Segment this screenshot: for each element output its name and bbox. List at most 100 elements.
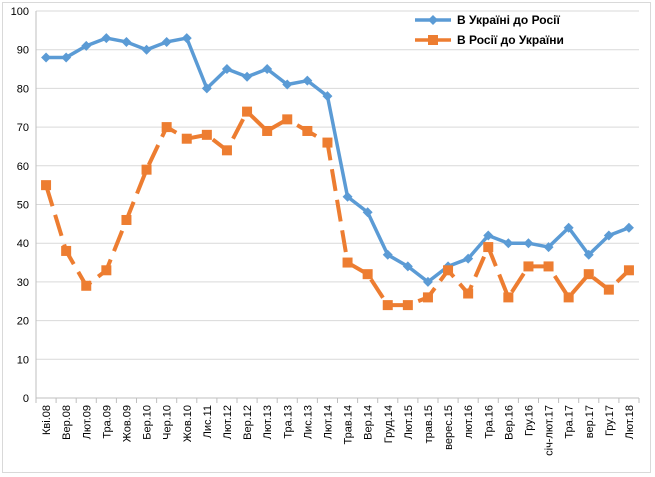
x-tick-label: Груд.14 — [383, 405, 395, 443]
data-point — [463, 288, 474, 299]
data-point — [41, 180, 52, 191]
data-point — [583, 249, 594, 260]
data-point — [503, 292, 514, 303]
x-tick-label: Лют.09 — [81, 405, 93, 439]
data-point — [623, 222, 634, 233]
chart-container: 0 10 20 30 40 50 60 70 80 90 100 Кві.08 Вер.08 Лют.0… — [2, 2, 651, 473]
x-tick-label: Тра.09 — [101, 405, 113, 439]
x-tick-label: Кві.08 — [41, 405, 53, 435]
axes — [35, 11, 640, 403]
x-tick-label: трав.15 — [423, 405, 435, 443]
y-tick-label: 60 — [17, 161, 29, 173]
data-point — [463, 253, 474, 264]
x-tick-label: Тра.17 — [564, 405, 576, 439]
data-point — [41, 52, 52, 63]
data-point — [563, 292, 574, 303]
y-tick-label: 30 — [17, 277, 29, 289]
data-point — [523, 261, 534, 272]
x-tick-label: Лют.15 — [403, 405, 415, 439]
y-tick-label: 100 — [11, 6, 29, 18]
x-tick-labels: Кві.08 Вер.08 Лют.09 Тра.09 Жов.09 Бер.10 Чер.… — [41, 405, 636, 456]
x-tick-label: Гру.17 — [604, 405, 616, 436]
data-point — [583, 269, 594, 280]
y-tick-label: 10 — [17, 354, 29, 366]
data-point — [221, 145, 232, 156]
data-point — [603, 230, 614, 241]
data-point — [402, 300, 413, 311]
x-tick-label: вер.17 — [584, 405, 596, 438]
x-tick-label: Вер.08 — [61, 405, 73, 440]
data-point — [201, 83, 212, 94]
data-point — [181, 33, 192, 44]
data-point — [623, 265, 634, 276]
data-point — [402, 261, 413, 272]
data-point — [242, 106, 253, 117]
data-point — [603, 284, 614, 295]
data-point — [121, 36, 132, 47]
data-point — [141, 164, 152, 175]
legend-label: В Росії до України — [457, 33, 564, 47]
data-point — [201, 129, 212, 140]
data-point — [81, 280, 92, 291]
data-point — [121, 214, 132, 225]
x-tick-label: Бер.10 — [142, 405, 154, 440]
x-tick-label: Лис.11 — [202, 405, 214, 438]
x-tick-label: Лют.18 — [624, 405, 636, 439]
y-tick-label: 0 — [23, 393, 29, 405]
data-point — [262, 64, 273, 75]
data-point — [302, 75, 313, 86]
x-tick-label: лют.16 — [463, 405, 475, 439]
data-point — [503, 238, 514, 249]
data-point — [221, 64, 232, 75]
x-tick-label: січ-лют.17 — [544, 405, 556, 456]
legend-label: В Україні до Росії — [457, 13, 560, 27]
data-point — [81, 40, 92, 51]
series-line — [46, 36, 630, 284]
x-tick-label: Жов.09 — [121, 405, 133, 442]
data-point — [161, 36, 172, 47]
legend-marker — [428, 15, 438, 25]
data-point — [543, 261, 554, 272]
data-point — [322, 137, 333, 148]
x-tick-label: Вер.16 — [503, 405, 515, 440]
data-point — [362, 269, 373, 280]
data-point — [443, 265, 454, 276]
y-tick-label: 50 — [17, 200, 29, 212]
data-point — [242, 71, 253, 82]
data-point — [302, 125, 313, 136]
x-tick-label: верес.15 — [443, 405, 455, 450]
data-point — [181, 133, 192, 144]
legend-marker — [428, 35, 438, 45]
data-point — [483, 242, 494, 253]
line-chart: 0 10 20 30 40 50 60 70 80 90 100 Кві.08 Вер.08 Лют.0… — [11, 6, 640, 456]
data-point — [543, 242, 554, 253]
data-point — [362, 207, 373, 218]
data-point — [422, 292, 433, 303]
data-point — [563, 222, 574, 233]
series — [41, 33, 634, 311]
data-point — [282, 114, 293, 125]
data-point — [483, 230, 494, 241]
data-point — [141, 44, 152, 55]
data-point — [101, 33, 112, 44]
data-point — [262, 125, 273, 136]
y-tick-label: 80 — [17, 83, 29, 95]
x-tick-label: Лют.14 — [322, 405, 334, 439]
data-point — [382, 300, 393, 311]
x-tick-label: Чер.10 — [162, 405, 174, 440]
y-tick-label: 70 — [17, 122, 29, 134]
data-point — [342, 257, 353, 268]
legend: В Україні до Росії В Росії до України — [415, 13, 564, 47]
x-tick-label: Лют.12 — [222, 405, 234, 439]
y-tick-labels: 0 10 20 30 40 50 60 70 80 90 100 — [11, 6, 29, 405]
x-tick-label: Лют.13 — [262, 405, 274, 439]
data-point — [61, 52, 72, 63]
y-tick-label: 90 — [17, 45, 29, 57]
data-point — [282, 79, 293, 90]
x-tick-label: Жов.10 — [182, 405, 194, 442]
x-tick-label: Лис.13 — [302, 405, 314, 439]
x-tick-label: Вер.14 — [363, 405, 375, 440]
x-tick-label: Тра.16 — [483, 405, 495, 439]
data-point — [161, 122, 172, 133]
x-tick-label: Вер.12 — [242, 405, 254, 440]
